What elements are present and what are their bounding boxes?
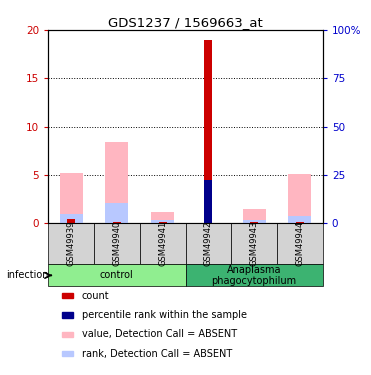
Bar (204, 40, 213, 223)
Bar (113, 222, 121, 223)
Bar (60, 173, 82, 223)
Text: Anaplasma
phagocytophilum: Anaplasma phagocytophilum (211, 265, 297, 286)
Text: percentile rank within the sample: percentile rank within the sample (82, 310, 247, 320)
Text: GSM49941: GSM49941 (158, 221, 167, 266)
Text: GSM49942: GSM49942 (204, 221, 213, 266)
Bar (151, 220, 174, 223)
Bar (105, 142, 128, 223)
Bar (140, 223, 186, 264)
Bar (105, 203, 128, 223)
Bar (60, 214, 82, 223)
Bar (204, 180, 213, 223)
Bar (151, 211, 174, 223)
Text: value, Detection Call = ABSENT: value, Detection Call = ABSENT (82, 329, 237, 339)
Bar (289, 174, 311, 223)
Bar (48, 223, 94, 264)
Text: GSM49939: GSM49939 (67, 221, 76, 267)
Bar (62, 293, 73, 298)
Bar (62, 332, 73, 337)
Bar (296, 222, 304, 223)
Bar (186, 223, 231, 264)
Text: rank, Detection Call = ABSENT: rank, Detection Call = ABSENT (82, 349, 232, 359)
Text: control: control (100, 270, 134, 280)
Bar (186, 264, 323, 286)
Text: infection: infection (6, 270, 48, 280)
Bar (243, 209, 266, 223)
Bar (243, 220, 266, 223)
Bar (231, 223, 277, 264)
Bar (158, 222, 167, 223)
Bar (62, 312, 73, 318)
Bar (67, 219, 75, 223)
Bar (250, 222, 258, 223)
Text: count: count (82, 291, 109, 301)
Title: GDS1237 / 1569663_at: GDS1237 / 1569663_at (108, 16, 263, 29)
Bar (289, 216, 311, 223)
Bar (48, 264, 186, 286)
Bar (94, 223, 140, 264)
Bar (277, 223, 323, 264)
Text: GSM49944: GSM49944 (295, 221, 304, 266)
Bar (62, 351, 73, 356)
Text: GSM49943: GSM49943 (250, 221, 259, 267)
Text: GSM49940: GSM49940 (112, 221, 121, 266)
